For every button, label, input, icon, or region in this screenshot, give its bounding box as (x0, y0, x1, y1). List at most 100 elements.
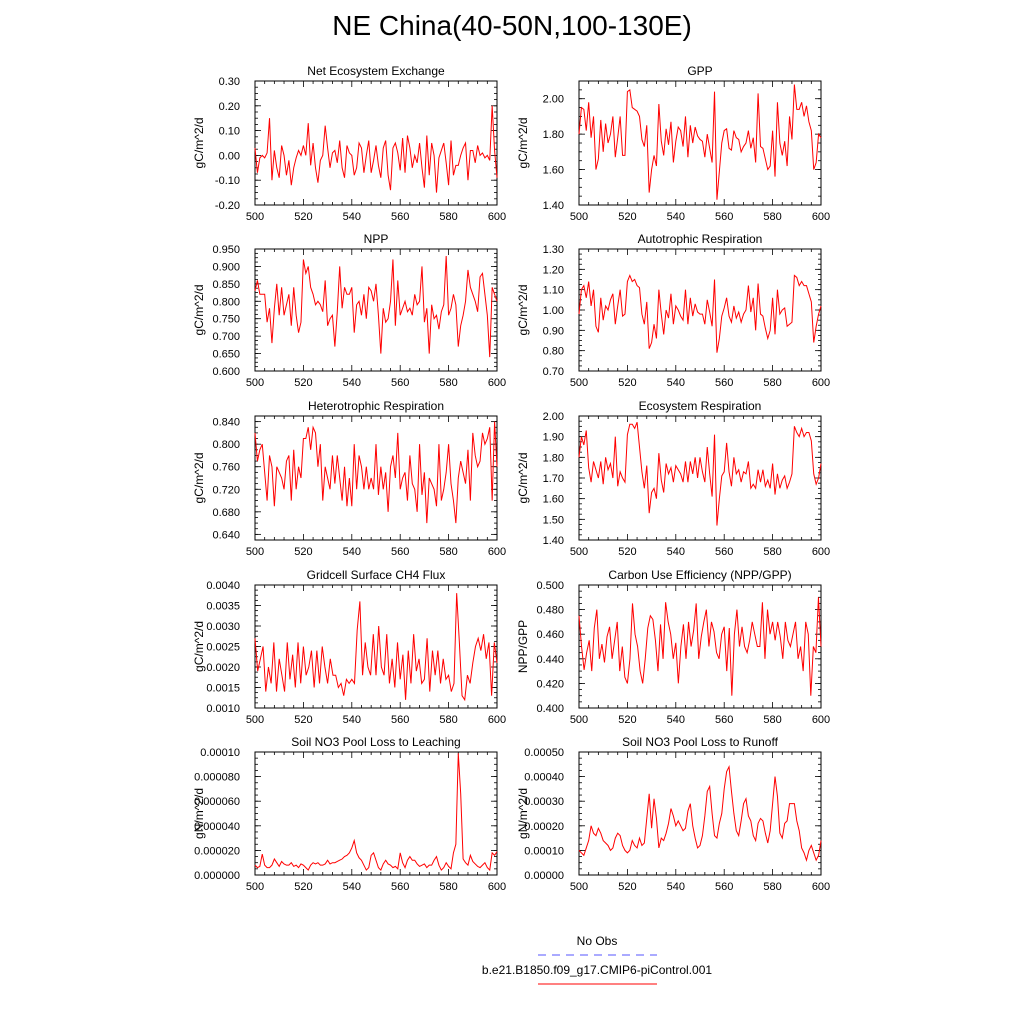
x-tick-label: 540 (667, 546, 685, 558)
y-tick-label: 0.800 (212, 296, 240, 308)
y-axis-label: gN/m^2/d (516, 788, 530, 839)
x-tick-label: 540 (343, 211, 361, 223)
y-axis-label: gN/m^2/d (192, 788, 206, 839)
x-tick-label: 600 (812, 546, 830, 558)
plot-frame (254, 584, 498, 709)
chart-title: GPP (687, 64, 712, 78)
x-tick-label: 500 (570, 377, 588, 389)
x-tick-label: 600 (812, 714, 830, 726)
y-axis-label: gC/m^2/d (192, 453, 206, 504)
chart-title: Soil NO3 Pool Loss to Leaching (291, 735, 460, 749)
y-tick-label: 2.00 (543, 411, 564, 423)
y-tick-label: 0.420 (536, 678, 564, 690)
x-tick-label: 600 (488, 211, 506, 223)
chart-panel-7: Gridcell Surface CH4 Flux gC/m^2/d 500 520 5… (192, 568, 506, 726)
x-tick-label: 500 (570, 211, 588, 223)
legend: No Obs b.e21.B1850.f09_g17.CMIP6-piContro… (482, 934, 712, 985)
x-tick-label: 520 (618, 211, 636, 223)
x-tick-label: 520 (294, 881, 312, 893)
x-tick-label: 500 (570, 546, 588, 558)
y-tick-label: 0.400 (536, 703, 564, 715)
x-tick-label: 560 (715, 881, 733, 893)
y-tick-label: 0.30 (219, 76, 240, 88)
y-tick-label: 0.480 (536, 605, 564, 617)
chart-panel-4: Autotrophic Respiration gC/m^2/d 500 520 540… (516, 232, 830, 389)
chart-title: Heterotrophic Respiration (308, 399, 444, 413)
x-tick-label: 500 (246, 377, 264, 389)
y-tick-label: 0.0040 (206, 580, 240, 592)
x-tick-label: 580 (439, 881, 457, 893)
chart-panel-1: Net Ecosystem Exchange gC/m^2/d 500 520 540 5… (192, 64, 506, 223)
x-tick-label: 540 (343, 714, 361, 726)
y-tick-label: 1.80 (543, 452, 564, 464)
x-tick-label: 500 (246, 546, 264, 558)
x-tick-label: 560 (391, 546, 409, 558)
plot-frame (254, 248, 498, 372)
y-axis-label: gC/m^2/d (516, 285, 530, 336)
x-tick-label: 500 (570, 714, 588, 726)
y-axis-label: NPP/GPP (516, 620, 530, 673)
chart-panel-6: Ecosystem Respiration gC/m^2/d 500 520 540 56… (516, 399, 830, 558)
series-line (578, 84, 822, 200)
y-tick-label: 0.950 (212, 244, 240, 256)
y-tick-label: 0.600 (212, 366, 240, 378)
y-tick-label: -0.20 (215, 200, 240, 212)
chart-title: Net Ecosystem Exchange (307, 64, 445, 78)
chart-title: Gridcell Surface CH4 Flux (307, 568, 446, 582)
x-tick-label: 500 (246, 714, 264, 726)
y-tick-label: 0.750 (212, 314, 240, 326)
y-tick-label: 0.760 (212, 462, 240, 474)
series-line (254, 421, 498, 524)
chart-title: Autotrophic Respiration (638, 232, 763, 246)
y-axis-label: gC/m^2/d (516, 453, 530, 504)
y-tick-label: 0.00050 (524, 747, 564, 759)
y-tick-label: 0.00010 (524, 845, 564, 857)
x-tick-label: 580 (763, 211, 781, 223)
y-tick-label: 0.650 (212, 349, 240, 361)
chart-title: NPP (364, 232, 389, 246)
chart-panel-8: Carbon Use Efficiency (NPP/GPP) NPP/GPP 50… (516, 568, 830, 726)
y-tick-label: 1.60 (543, 165, 564, 177)
y-tick-label: 0.500 (536, 580, 564, 592)
y-tick-label: 0.00020 (524, 821, 564, 833)
x-tick-label: 580 (763, 714, 781, 726)
x-tick-label: 520 (618, 714, 636, 726)
x-tick-label: 600 (812, 881, 830, 893)
x-tick-label: 520 (294, 377, 312, 389)
x-tick-label: 600 (812, 211, 830, 223)
y-tick-label: 0.80 (543, 346, 564, 358)
y-tick-label: 0.0010 (206, 703, 240, 715)
x-tick-label: 580 (763, 377, 781, 389)
series-line (254, 255, 498, 358)
x-tick-label: 580 (439, 714, 457, 726)
x-tick-label: 500 (246, 211, 264, 223)
legend-label-model: b.e21.B1850.f09_g17.CMIP6-piControl.001 (482, 963, 712, 977)
chart-panel-2: GPP gC/m^2/d 500 520 540 560 580 600 1.40 1.60 1.8… (516, 64, 830, 223)
chart-panel-3: NPP gC/m^2/d 500 520 540 560 580 600 0.600 0.650 0… (192, 232, 506, 389)
series-line (254, 105, 498, 193)
x-tick-label: 580 (763, 881, 781, 893)
x-tick-label: 600 (488, 546, 506, 558)
x-tick-label: 580 (763, 546, 781, 558)
y-tick-label: 0.460 (536, 629, 564, 641)
series-line (254, 593, 498, 702)
x-tick-label: 560 (391, 211, 409, 223)
chart-title: Soil NO3 Pool Loss to Runoff (622, 735, 779, 749)
y-tick-label: 0.000080 (194, 772, 240, 784)
x-tick-label: 600 (812, 377, 830, 389)
y-tick-label: 1.10 (543, 285, 564, 297)
y-tick-label: 1.60 (543, 494, 564, 506)
y-tick-label: 0.000040 (194, 821, 240, 833)
x-tick-label: 600 (488, 377, 506, 389)
x-tick-label: 520 (618, 546, 636, 558)
plot-frame (578, 751, 822, 876)
chart-title: Carbon Use Efficiency (NPP/GPP) (608, 568, 791, 582)
y-tick-label: 0.70 (543, 366, 564, 378)
y-tick-label: 0.700 (212, 331, 240, 343)
y-tick-label: 0.800 (212, 439, 240, 451)
y-axis-label: gC/m^2/d (192, 621, 206, 672)
series-line (578, 764, 822, 863)
y-tick-label: 0.00040 (524, 772, 564, 784)
